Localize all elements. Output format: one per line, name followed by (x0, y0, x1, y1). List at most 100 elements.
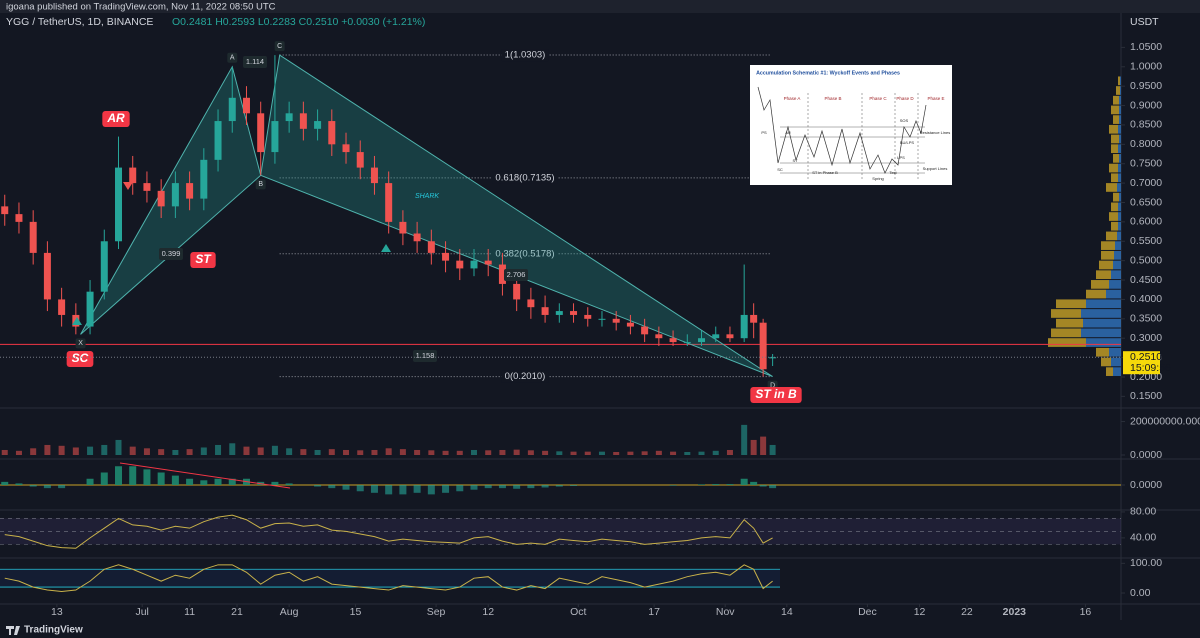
fib-label: 0.618(0.7135) (495, 172, 554, 183)
volume-bar (442, 450, 449, 455)
volume-bar (499, 449, 506, 455)
candle-body (186, 183, 194, 199)
profile-up (1119, 115, 1121, 124)
macd-bar (413, 485, 421, 493)
profile-down (1111, 221, 1118, 231)
volume-bar (200, 447, 207, 455)
volume-bar (750, 439, 757, 455)
candle-body (356, 152, 364, 168)
macd-bar (385, 485, 393, 495)
profile-down (1056, 299, 1086, 309)
header-bar (0, 0, 1200, 13)
pane-tick-label: 100.00 (1130, 557, 1162, 569)
x-tick-label: Oct (570, 606, 586, 618)
ratio-bg (159, 248, 183, 260)
ratio-label: 0.399 (162, 249, 181, 258)
profile-down (1106, 183, 1117, 192)
inset-box (750, 65, 952, 185)
candle-body (484, 260, 492, 265)
fib-label: 1(1.0303) (505, 50, 546, 61)
volume-bar (357, 450, 364, 455)
profile-down (1101, 241, 1115, 250)
volume-bar (286, 448, 293, 455)
profile-up (1083, 318, 1121, 328)
annotation: ST in B (755, 387, 797, 401)
volume-bar (641, 451, 648, 455)
pattern-point-label: X (78, 340, 83, 347)
inset-event: SC (777, 167, 783, 172)
pattern-point-bg (274, 41, 285, 52)
profile-up (1118, 221, 1121, 231)
candle-body (399, 221, 407, 234)
profile-down (1056, 318, 1083, 328)
volume-bar (527, 450, 534, 455)
candle-body (214, 121, 222, 160)
macd-bar (740, 478, 748, 485)
candle-body (769, 357, 777, 359)
x-tick-label: 2023 (1003, 606, 1027, 618)
annotation: ST (195, 252, 212, 266)
candle-body (29, 221, 37, 253)
volume-bar (598, 451, 605, 455)
macd-bar (342, 485, 350, 490)
candle-body (86, 291, 94, 327)
symbol: YGG / TetherUS, 1D, BINANCE (6, 16, 153, 28)
candle-body (100, 241, 108, 292)
inset-event: LPS (897, 155, 905, 160)
candle-body (257, 113, 265, 153)
candle-body (712, 334, 720, 339)
annotation: SC (72, 351, 89, 365)
candle-body (285, 113, 293, 122)
candle-body (143, 183, 151, 191)
candle-body (740, 314, 748, 339)
candle-body (299, 113, 307, 129)
volume-bar (655, 450, 662, 455)
y-tick-label: 0.8000 (1130, 138, 1162, 150)
macd-bar (214, 478, 222, 485)
candle-body (385, 183, 393, 222)
candle-body (157, 190, 165, 207)
volume-bar (542, 450, 549, 455)
macd-bar (228, 478, 236, 485)
profile-down (1118, 76, 1120, 86)
macd-bar (285, 483, 293, 485)
profile-up (1117, 183, 1121, 192)
ohlc-values: O0.2481 H0.2593 L0.2283 C0.2510 +0.0030 … (172, 16, 425, 28)
candle-body (442, 252, 450, 261)
x-tick-label: 13 (51, 606, 63, 618)
inset-price-path (757, 86, 927, 174)
macd-bar (513, 485, 521, 489)
profile-down (1048, 338, 1086, 347)
candle-body (612, 318, 620, 323)
candle-body (698, 338, 706, 343)
y-tick-label: 1.0000 (1130, 61, 1162, 73)
x-tick-label: Aug (280, 606, 299, 618)
volume-bar (15, 450, 22, 455)
macd-bar (769, 485, 777, 489)
stoch-band (0, 569, 780, 588)
inset-event: Spring (872, 176, 884, 181)
volume-bar (570, 451, 577, 455)
volume-bar (584, 451, 591, 455)
macd-bar (356, 485, 364, 492)
candle-body (271, 121, 279, 153)
x-tick-label: Sep (427, 606, 446, 618)
candle-body (750, 314, 758, 323)
volume-bar (456, 450, 463, 455)
volume-bar (30, 448, 37, 455)
candle-body (584, 314, 592, 319)
macd-bar (726, 484, 734, 485)
macd-bar (328, 485, 336, 489)
annotation-box (190, 252, 216, 268)
profile-up (1113, 367, 1121, 376)
volume-bar (271, 445, 278, 455)
pattern-point-label: A (230, 55, 235, 62)
annotation-box (66, 351, 94, 367)
candle-body (242, 97, 250, 114)
ratio-bg (243, 56, 267, 68)
macd-trendline (119, 462, 291, 489)
y-tick-label: 0.7000 (1130, 177, 1162, 189)
profile-up (1114, 250, 1121, 260)
x-tick-label: 16 (1080, 606, 1092, 618)
macd-bar (129, 466, 137, 485)
